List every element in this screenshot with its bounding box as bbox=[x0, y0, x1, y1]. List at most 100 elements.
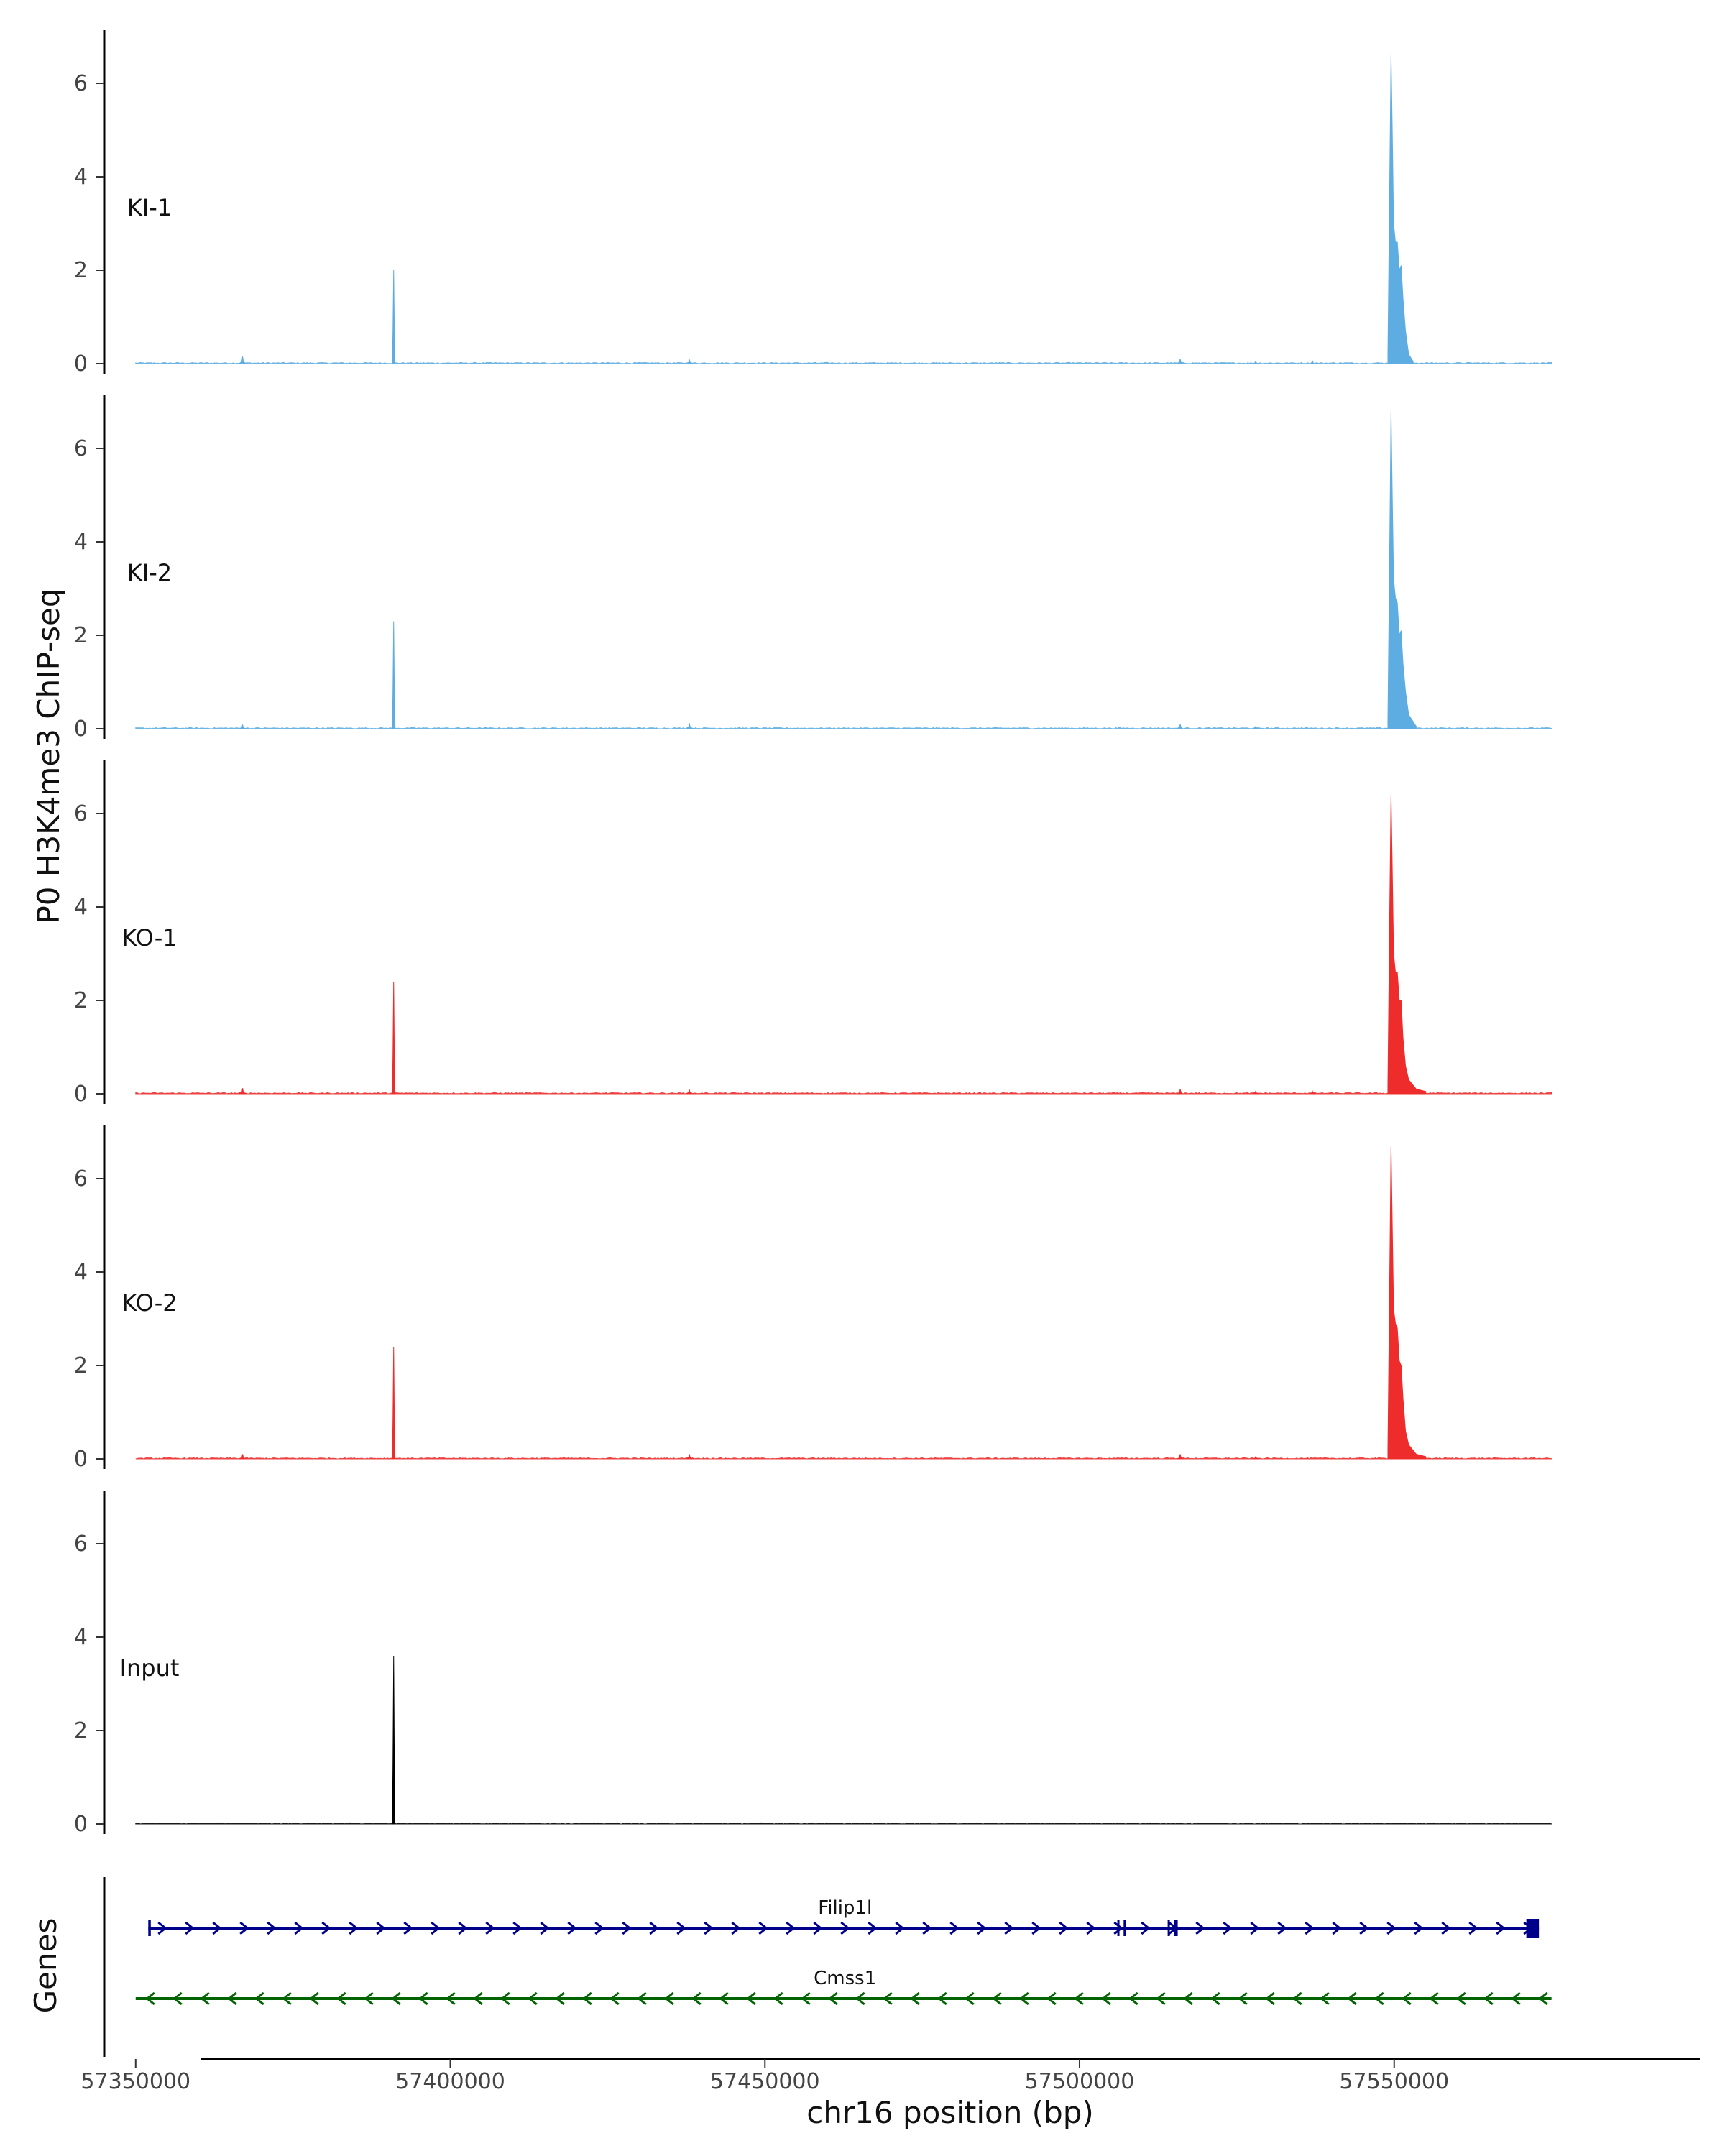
strand-arrow-icon bbox=[1402, 1991, 1412, 2006]
signal-peak bbox=[685, 1454, 694, 1460]
y-tick-label: 4 bbox=[74, 165, 88, 190]
signal-peak bbox=[1253, 1455, 1259, 1460]
strand-arrow-icon bbox=[1538, 1991, 1548, 2006]
strand-arrow-icon bbox=[746, 1991, 756, 2006]
signal-peak bbox=[1177, 359, 1184, 364]
y-tick-label: 4 bbox=[74, 1625, 88, 1650]
exon bbox=[1174, 1920, 1178, 1936]
y-tick-label: 6 bbox=[74, 1531, 88, 1557]
y-tick-label: 2 bbox=[74, 623, 88, 648]
signal-peak bbox=[1177, 1454, 1184, 1460]
y-tick-label: 0 bbox=[74, 717, 88, 742]
strand-arrow-icon bbox=[719, 1991, 729, 2006]
signal-peak bbox=[392, 621, 395, 729]
strand-arrow-icon bbox=[895, 1921, 905, 1935]
strand-arrow-icon bbox=[1195, 1921, 1205, 1935]
strand-arrow-icon bbox=[786, 1921, 796, 1935]
strand-arrow-icon bbox=[965, 1991, 975, 2006]
strand-arrow-icon bbox=[649, 1921, 659, 1935]
strand-arrow-icon bbox=[376, 1921, 386, 1935]
strand-arrow-icon bbox=[910, 1991, 920, 2006]
x-axis: 57350000 57400000 57450000 57500000 57550000 bbox=[80, 2058, 1700, 2094]
strand-arrow-icon bbox=[1074, 1991, 1084, 2006]
strand-arrow-icon bbox=[336, 1991, 346, 2006]
strand-arrow-icon bbox=[868, 1921, 878, 1935]
strand-arrow-icon bbox=[773, 1991, 783, 2006]
strand-arrow-icon bbox=[403, 1921, 413, 1935]
signal-baseline bbox=[135, 1457, 1552, 1460]
strand-arrow-icon bbox=[937, 1991, 947, 2006]
y-tick-label: 4 bbox=[74, 1260, 88, 1285]
strand-arrow-icon bbox=[254, 1991, 264, 2006]
gene-label: Cmss1 bbox=[814, 1968, 876, 1989]
signal-peak bbox=[685, 358, 694, 364]
strand-arrow-icon bbox=[1277, 1921, 1287, 1935]
signal-peak bbox=[392, 981, 395, 1095]
signal-peak bbox=[239, 356, 247, 364]
strand-arrow-icon bbox=[157, 1921, 167, 1935]
gene-model: Filip1l bbox=[148, 1897, 1540, 1938]
strand-arrow-icon bbox=[855, 1991, 865, 2006]
signal-peak bbox=[1177, 724, 1184, 729]
strand-arrow-icon bbox=[758, 1921, 768, 1935]
strand-arrow-icon bbox=[500, 1991, 510, 2006]
signal-baseline bbox=[135, 361, 1552, 364]
signal-peak bbox=[1253, 1089, 1259, 1095]
signal-main-peak bbox=[1387, 794, 1426, 1095]
y-tick-label: 2 bbox=[74, 1718, 88, 1743]
strand-arrow-icon bbox=[145, 1991, 155, 2006]
track-panel: 0 2 4 6 KO-2 bbox=[74, 1125, 1552, 1472]
track-panel: 0 2 4 6 KI-1 bbox=[74, 30, 1552, 377]
strand-arrow-icon bbox=[1210, 1991, 1220, 2006]
strand-arrow-icon bbox=[1332, 1921, 1342, 1935]
strand-arrow-icon bbox=[1305, 1921, 1315, 1935]
genes-axis-title: Genes bbox=[28, 1918, 63, 2014]
strand-arrow-icon bbox=[1386, 1921, 1397, 1935]
strand-arrow-icon bbox=[1441, 1921, 1451, 1935]
signal-peak bbox=[392, 270, 395, 364]
signal-main-peak bbox=[1387, 55, 1414, 364]
strand-arrow-icon bbox=[801, 1991, 811, 2006]
strand-arrow-icon bbox=[1511, 1991, 1521, 2006]
strand-arrow-icon bbox=[1046, 1991, 1057, 2006]
strand-arrow-icon bbox=[309, 1991, 319, 2006]
strand-arrow-icon bbox=[977, 1921, 987, 1935]
track-label: KO-2 bbox=[121, 1289, 177, 1317]
y-tick-label: 0 bbox=[74, 351, 88, 377]
strand-arrow-icon bbox=[1183, 1991, 1193, 2006]
signal-peak bbox=[1310, 1089, 1315, 1095]
strand-arrow-icon bbox=[813, 1921, 823, 1935]
gene-label: Filip1l bbox=[818, 1897, 872, 1919]
signal-baseline bbox=[135, 1092, 1552, 1095]
strand-arrow-icon bbox=[294, 1921, 304, 1935]
strand-arrow-icon bbox=[1359, 1921, 1369, 1935]
strand-arrow-icon bbox=[840, 1921, 850, 1935]
x-tick-label: 57550000 bbox=[1339, 2069, 1449, 2094]
exon bbox=[1117, 1920, 1120, 1936]
tracks-layer: 0 2 4 6 KI-1 0 2 4 6 KI-2 0 2 4 6 KO-1 0 2 4 6 KO-2 0 2 4 6 Inpu… bbox=[74, 30, 1552, 1837]
strand-arrow-icon bbox=[676, 1921, 686, 1935]
strand-arrow-icon bbox=[1238, 1991, 1248, 2006]
strand-arrow-icon bbox=[1113, 1921, 1123, 1935]
strand-arrow-icon bbox=[391, 1991, 401, 2006]
x-tick-label: 57350000 bbox=[80, 2069, 190, 2094]
y-tick-label: 6 bbox=[74, 801, 88, 826]
y-tick-label: 2 bbox=[74, 1353, 88, 1378]
strand-arrow-icon bbox=[1496, 1921, 1506, 1935]
signal-main-peak bbox=[1387, 1146, 1426, 1460]
track-label: KI-2 bbox=[127, 559, 172, 586]
strand-arrow-icon bbox=[567, 1921, 577, 1935]
strand-arrow-icon bbox=[704, 1921, 714, 1935]
exon bbox=[1526, 1919, 1540, 1938]
y-tick-label: 2 bbox=[74, 258, 88, 283]
genes-layer: Filip1l Cmss1 bbox=[103, 1877, 1552, 2057]
signal-peak bbox=[238, 1088, 247, 1095]
strand-arrow-icon bbox=[1320, 1991, 1330, 2006]
strand-arrow-icon bbox=[1484, 1991, 1494, 2006]
signal-peak bbox=[392, 1346, 395, 1460]
strand-arrow-icon bbox=[1004, 1921, 1014, 1935]
track-label: KI-1 bbox=[127, 194, 172, 221]
strand-arrow-icon bbox=[992, 1991, 1002, 2006]
strand-arrow-icon bbox=[540, 1921, 550, 1935]
signal-peak bbox=[239, 723, 247, 729]
